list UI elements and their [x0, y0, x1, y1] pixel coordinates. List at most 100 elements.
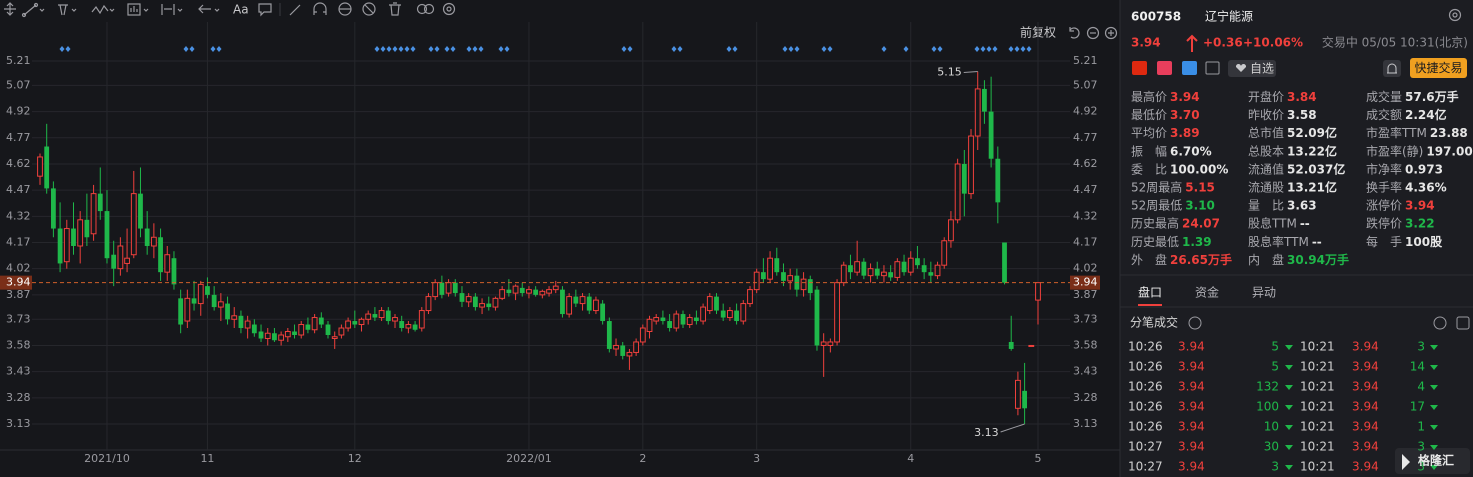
quick-trade-button[interactable] [1410, 58, 1467, 78]
quick-trade-label[interactable]: 快捷交易 [1414, 60, 1462, 75]
notes-icon[interactable] [1205, 61, 1220, 75]
tool-delete[interactable] [389, 2, 401, 16]
candle-body [205, 286, 210, 295]
candle-body [412, 324, 418, 330]
tool-ruler[interactable] [127, 3, 149, 16]
tab[interactable]: 盘口 [1138, 285, 1162, 300]
stat-value: 30.94万手 [1287, 251, 1349, 266]
stat-value: 3.84 [1287, 90, 1317, 104]
candle-body [452, 282, 458, 294]
tool-pen[interactable] [289, 4, 301, 16]
stat-label: 换手率 [1366, 179, 1402, 194]
candle-body [445, 282, 452, 294]
watermark: 格隆汇 [1418, 453, 1454, 468]
stat: 流通值 52.037亿 [1248, 161, 1345, 176]
event-diamond [788, 46, 794, 52]
trade-direction [1285, 385, 1293, 390]
expand-button[interactable] [1456, 316, 1470, 330]
zoom-in-button[interactable] [1104, 26, 1118, 40]
candle-body [533, 289, 539, 295]
panel-settings[interactable] [1448, 8, 1462, 22]
tool-arrow[interactable] [198, 4, 220, 14]
stat-label: 外 盘 [1131, 251, 1167, 266]
candle-body [84, 219, 90, 238]
candle-body [158, 237, 163, 273]
trade-volume: 10 [1264, 420, 1279, 434]
more-button[interactable] [1433, 316, 1447, 330]
tool-text[interactable]: Aa [233, 3, 249, 17]
trade-price: 3.94 [1178, 420, 1205, 434]
candle-body [272, 333, 277, 341]
stat: 涨停价 3.94 [1366, 197, 1435, 212]
candle-body [706, 296, 713, 312]
candle-body [164, 254, 171, 273]
change-pct: +10.06% [1243, 36, 1303, 50]
info-icon[interactable] [1188, 316, 1202, 330]
tool-hide[interactable] [362, 2, 376, 16]
tool-line[interactable] [21, 2, 45, 18]
trade-volume: 5 [1271, 360, 1279, 374]
candle-body [50, 188, 56, 229]
candle-body [814, 289, 820, 346]
candle-body [325, 324, 331, 335]
stat: 内 盘 30.94万手 [1248, 251, 1349, 266]
stat: 成交量 57.6万手 [1366, 89, 1459, 104]
candle-body [834, 282, 840, 343]
candle-body [747, 289, 753, 305]
candle-body [392, 317, 398, 322]
tool-magnet[interactable] [313, 2, 327, 15]
trade-direction [1285, 445, 1293, 450]
y-tick-label: 4.32 [6, 209, 31, 222]
last-price-label: 3.94 [6, 276, 31, 289]
candle-body [472, 296, 478, 308]
trade-price: 3.94 [1178, 400, 1205, 414]
event-diamond [386, 46, 392, 52]
tool-note[interactable] [258, 3, 272, 17]
trade-volume: 100 [1256, 400, 1279, 414]
y-tick-label-right: 3.87 [1073, 288, 1098, 301]
event-diamond [974, 46, 980, 52]
candle-body [921, 265, 927, 273]
trade-direction [1285, 365, 1293, 370]
stat-value: -- [1300, 216, 1310, 230]
candle-body [560, 289, 565, 315]
event-diamond [827, 46, 833, 52]
trade-volume: 5 [1271, 340, 1279, 354]
stat-label: 52周最高 [1131, 179, 1182, 194]
event-diamond [903, 46, 909, 52]
event-diamond [627, 46, 633, 52]
panel-background [1120, 0, 1473, 477]
trade-price: 3.94 [1352, 420, 1379, 434]
tool-wave[interactable] [91, 4, 115, 15]
reset-button[interactable] [1069, 27, 1080, 39]
tool-eye[interactable] [338, 2, 352, 16]
candle-body [37, 156, 43, 177]
stat-label: 市盈率TTM [1366, 125, 1427, 140]
watch-button[interactable] [1228, 60, 1276, 77]
tab[interactable]: 资金 [1195, 285, 1219, 300]
tool-link[interactable] [416, 3, 435, 15]
price: 3.94 [1131, 36, 1161, 50]
event-diamond [671, 46, 677, 52]
stat: 市盈率(静) 197.00 [1366, 143, 1473, 158]
candle-body [848, 265, 853, 273]
tool-settings[interactable] [442, 2, 456, 16]
alert-button[interactable] [1383, 60, 1401, 77]
candle-body [138, 193, 143, 229]
trade-time: 10:21 [1300, 420, 1335, 434]
tool-channel[interactable] [58, 4, 77, 16]
tool-move[interactable] [4, 2, 16, 16]
x-tick-label: 2022/01 [506, 452, 552, 465]
tool-range[interactable] [161, 4, 183, 15]
event-diamond [677, 46, 683, 52]
tab[interactable]: 异动 [1252, 286, 1276, 300]
trade-volume: 132 [1256, 380, 1279, 394]
candle-body [399, 321, 405, 329]
trade-time: 10:26 [1128, 400, 1163, 414]
zoom-out-button[interactable] [1086, 26, 1100, 40]
low-marker-line [1000, 423, 1025, 433]
y-tick-label: 4.17 [6, 236, 31, 249]
candle-body [539, 290, 546, 296]
trade-time: 10:21 [1300, 360, 1335, 374]
y-tick-label-right: 3.73 [1073, 312, 1098, 325]
